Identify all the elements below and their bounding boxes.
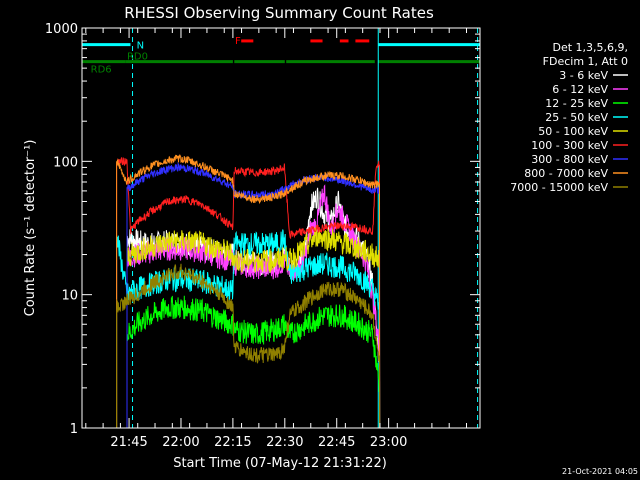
flag-label-f: F xyxy=(235,36,241,47)
legend-header: Det 1,3,5,6,9, xyxy=(552,41,628,54)
x-tick-label: 22:00 xyxy=(162,435,199,450)
flag-label-rd0: RD0 xyxy=(127,52,148,63)
series-line-3 xyxy=(116,229,381,428)
flag-label-n: N xyxy=(137,41,144,52)
y-tick-label: 1 xyxy=(70,422,78,437)
plot-frame xyxy=(81,27,481,429)
legend-entry-label: 25 - 50 keV xyxy=(545,111,608,124)
x-tick-label: 23:00 xyxy=(370,435,407,450)
series-line-8 xyxy=(116,263,381,428)
legend-entry-label: 3 - 6 keV xyxy=(559,69,608,82)
y-tick-label: 1000 xyxy=(45,22,78,37)
x-tick-label: 22:45 xyxy=(318,435,355,450)
series-line-7 xyxy=(116,154,381,428)
legend-header: FDecim 1, Att 0 xyxy=(543,55,628,68)
legend-entry-label: 12 - 25 keV xyxy=(545,97,608,110)
series-line-1 xyxy=(126,184,381,428)
series-line-5 xyxy=(116,157,381,428)
flag-label-rd6: RD6 xyxy=(91,65,112,76)
y-tick-label: 10 xyxy=(61,289,78,304)
legend-entry-label: 800 - 7000 keV xyxy=(524,167,608,180)
y-axis-label: Count Rate (s⁻¹ detector⁻¹) xyxy=(23,140,38,317)
legend-entry-label: 100 - 300 keV xyxy=(531,139,608,152)
chart-title: RHESSI Observing Summary Count Rates xyxy=(124,4,434,22)
x-tick-label: 21:45 xyxy=(110,435,147,450)
y-tick-label: 100 xyxy=(53,155,78,170)
timestamp: 21-Oct-2021 04:05 xyxy=(562,467,638,476)
series-line-6 xyxy=(126,161,381,428)
x-tick-label: 22:15 xyxy=(214,435,251,450)
legend-entry-label: 7000 - 15000 keV xyxy=(510,181,608,194)
legend-entry-label: 300 - 800 keV xyxy=(531,153,608,166)
x-axis-label: Start Time (07-May-12 21:31:22) xyxy=(173,456,387,471)
series-line-2 xyxy=(126,295,381,428)
legend-entry-label: 50 - 100 keV xyxy=(538,125,608,138)
series-line-4 xyxy=(126,226,381,428)
legend-entry-label: 6 - 12 keV xyxy=(552,83,608,96)
x-tick-label: 22:30 xyxy=(266,435,303,450)
